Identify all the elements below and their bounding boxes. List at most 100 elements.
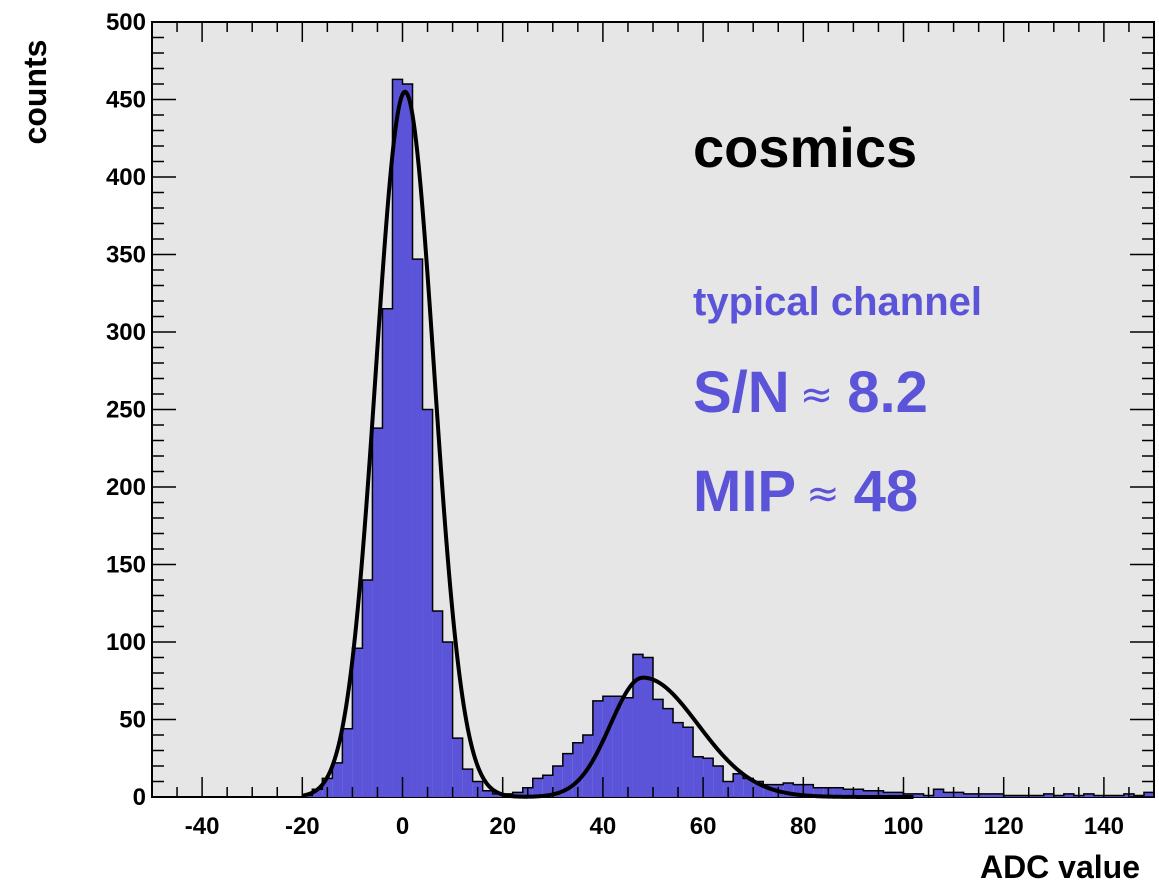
y-tick-label: 500 — [106, 9, 146, 36]
histogram-bar — [863, 790, 874, 797]
histogram-bar — [572, 742, 583, 797]
x-tick-labels: -40 -20 0 20 40 60 80 100 120 140 — [185, 813, 1124, 840]
histogram-bar — [913, 793, 924, 797]
histogram-bar — [683, 727, 694, 797]
histogram-bar — [392, 79, 403, 798]
x-tick-label: 120 — [984, 813, 1024, 840]
x-tick-label: -20 — [285, 813, 320, 840]
histogram-bar — [983, 793, 994, 797]
annotation-sn: S/N ≈8.2 — [693, 360, 928, 425]
histogram-bar — [372, 428, 383, 797]
x-tick-label: 60 — [690, 813, 717, 840]
y-tick-label: 350 — [106, 242, 146, 269]
histogram-bar — [673, 722, 684, 797]
histogram-bar — [953, 792, 964, 797]
histogram-bar — [412, 259, 423, 797]
histogram-bar — [642, 657, 653, 797]
mip-approx-symbol: ≈ — [806, 471, 840, 517]
histogram-bar — [1133, 795, 1144, 797]
fit-curve — [301, 89, 914, 799]
x-tick-label: 80 — [790, 813, 817, 840]
x-tick-label: 0 — [396, 813, 409, 840]
x-tick-label: 40 — [590, 813, 617, 840]
x-tick-label: 100 — [883, 813, 923, 840]
histogram-bar — [943, 792, 954, 797]
histogram-bar — [763, 784, 774, 797]
histogram-bar — [803, 784, 814, 797]
histogram-bar — [743, 778, 754, 797]
mip-value: 48 — [854, 459, 919, 524]
axis-ticks — [151, 21, 1155, 798]
histogram-bar — [312, 789, 323, 797]
histogram-bar — [452, 738, 463, 797]
histogram-bar — [352, 648, 363, 797]
histogram-bar — [1063, 793, 1074, 797]
histogram-bar — [1093, 795, 1104, 797]
y-tick-label: 150 — [106, 552, 146, 579]
histogram-bar — [993, 793, 1004, 797]
histogram-bar — [1103, 795, 1114, 797]
histogram-bar — [893, 792, 904, 797]
sn-label: S/N — [693, 360, 790, 425]
histogram-bar — [432, 611, 443, 797]
histogram-bar — [833, 787, 844, 797]
histogram-bar — [482, 790, 493, 797]
histogram-bar — [663, 708, 674, 797]
histogram-bar — [793, 784, 804, 797]
histogram-bar — [883, 792, 894, 797]
y-tick-label: 200 — [106, 474, 146, 501]
histogram-bar — [532, 778, 543, 797]
histogram-bar — [342, 728, 353, 797]
y-tick-label: 250 — [106, 397, 146, 424]
histogram-bar — [542, 775, 553, 797]
histogram-bar — [462, 769, 473, 797]
histogram-bar — [813, 787, 824, 797]
histogram-bar — [442, 642, 453, 797]
y-tick-label: 400 — [106, 164, 146, 191]
x-tick-label: 140 — [1084, 813, 1124, 840]
y-tick-label: 100 — [106, 629, 146, 656]
histogram-bar — [713, 766, 724, 797]
x-tick-label: 20 — [489, 813, 516, 840]
sn-approx-symbol: ≈ — [800, 372, 834, 418]
histogram-bar — [653, 699, 664, 797]
y-tick-label: 50 — [119, 707, 146, 734]
histogram-bar — [552, 766, 563, 797]
histogram-bar — [362, 580, 373, 797]
histogram-bar — [382, 308, 393, 797]
histogram-bar — [1033, 795, 1044, 797]
histogram-bar — [853, 789, 864, 797]
histogram-bar — [1113, 795, 1124, 797]
x-tick-label: -40 — [185, 813, 220, 840]
y-tick-label: 450 — [106, 87, 146, 114]
histogram-bar — [1043, 793, 1054, 797]
histogram-bar — [1143, 792, 1154, 797]
histogram-bar — [632, 654, 643, 797]
histogram-bar — [402, 84, 413, 797]
mip-label: MIP — [693, 459, 796, 524]
histogram-bar — [602, 696, 613, 797]
annotation-cosmics: cosmics — [693, 116, 917, 179]
histogram-bar — [622, 697, 633, 797]
x-axis-title: ADC value — [980, 849, 1140, 885]
histogram-bar — [783, 783, 794, 797]
histogram-bar — [1053, 795, 1064, 797]
histogram-bar — [733, 773, 744, 797]
histogram-bar — [963, 793, 974, 797]
sn-value: 8.2 — [847, 360, 928, 425]
histogram-bar — [422, 409, 433, 797]
histogram-bar — [332, 762, 343, 797]
histogram-bar — [612, 696, 623, 797]
histogram-bar — [562, 753, 573, 797]
histogram-bar — [492, 793, 503, 797]
annotation-typical-channel: typical channel — [693, 280, 982, 324]
y-tick-labels: 0 50 100 150 200 250 300 350 400 450 500 — [106, 9, 146, 811]
y-tick-label: 0 — [133, 784, 146, 811]
histogram-bar — [753, 781, 764, 797]
histogram-bar — [703, 758, 714, 797]
histogram-bar — [843, 789, 854, 797]
histogram-bar — [693, 756, 704, 797]
annotation-mip: MIP ≈48 — [693, 459, 918, 524]
histogram-bar — [1003, 795, 1014, 797]
